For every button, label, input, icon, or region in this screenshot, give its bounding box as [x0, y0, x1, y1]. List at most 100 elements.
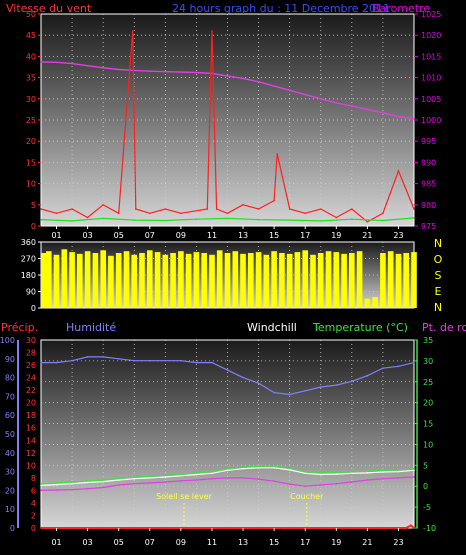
data-point [195, 472, 198, 474]
data-point [211, 470, 213, 473]
data-point [71, 488, 73, 491]
data-point [148, 477, 151, 479]
precip-tick-label: 2 [31, 511, 36, 520]
data-point [273, 465, 275, 467]
direction-bar [317, 253, 324, 308]
precip-tick-label: 18 [26, 411, 36, 420]
legend-windchill: Windchill [247, 321, 297, 334]
data-point [164, 219, 167, 222]
data-point [148, 70, 151, 73]
humidity-tick-label: 80 [5, 374, 15, 383]
data-point [242, 77, 244, 80]
data-point [366, 108, 369, 111]
data-point [55, 361, 58, 364]
data-point [288, 208, 291, 210]
direction-bar [240, 253, 246, 308]
data-point [102, 356, 104, 358]
direction-bar [170, 253, 176, 308]
data-point [71, 62, 73, 65]
data-point [86, 481, 89, 484]
precip-tick-label: 20 [26, 399, 36, 408]
data-point [195, 71, 198, 74]
direction-bar [248, 253, 254, 308]
data-point [55, 483, 58, 486]
series-line-vitesse-du-vent [40, 30, 415, 223]
humidity-tick-label: 0 [10, 524, 15, 533]
wind-tick-label: 35 [26, 74, 36, 83]
hour-tick-label: 01 [51, 538, 61, 547]
data-point [273, 391, 275, 394]
wind-tick-label: 0 [31, 222, 36, 231]
data-point [288, 219, 291, 221]
hour-tick-label: 09 [176, 231, 186, 240]
legend-dew-point: Pt. de rosée [422, 321, 466, 334]
data-point [382, 212, 384, 215]
data-point [40, 527, 42, 529]
data-point [257, 478, 260, 480]
hour-tick-label: 13 [238, 538, 248, 547]
data-point [102, 67, 104, 69]
humidity-tick-label: 100 [0, 336, 15, 345]
humidity-tick-label: 10 [5, 505, 15, 514]
data-point [133, 219, 136, 221]
data-point [335, 482, 338, 485]
barometer-tick-label: 985 [421, 180, 436, 189]
direction-bar [294, 252, 301, 308]
direction-bar [224, 253, 231, 308]
data-point [55, 61, 58, 64]
hour-tick-label: 01 [51, 231, 61, 240]
precip-tick-label: 26 [26, 361, 36, 370]
data-point [319, 98, 322, 100]
barometer-tick-label: 1010 [421, 74, 441, 83]
data-point [366, 374, 369, 377]
data-point [164, 476, 167, 478]
data-point [413, 217, 415, 219]
direction-bar [139, 253, 145, 308]
wind-barometer-panel: 0510152025303540455097598098599099510001… [6, 2, 441, 240]
hour-tick-label: 11 [207, 231, 217, 240]
data-point [40, 208, 42, 210]
hour-tick-label: 03 [83, 538, 93, 547]
data-point [397, 365, 400, 368]
humidity-tick-label: 70 [5, 392, 15, 401]
humidity-tick-label: 30 [5, 468, 15, 477]
data-point [366, 479, 369, 481]
data-point [257, 208, 260, 210]
data-point [288, 483, 291, 485]
data-point [257, 81, 260, 83]
data-point [40, 483, 42, 485]
direction-bar [387, 251, 394, 308]
data-point [86, 216, 89, 219]
data-point [366, 220, 369, 223]
data-point [242, 376, 244, 379]
data-point [226, 477, 229, 479]
hour-tick-label: 07 [145, 538, 155, 547]
humidity-tick-label: 40 [5, 449, 15, 458]
data-point [273, 467, 275, 469]
wind-tick-label: 25 [26, 116, 36, 125]
direction-bar [108, 255, 114, 309]
data-point [304, 470, 307, 473]
data-point [164, 359, 167, 362]
data-point [226, 369, 229, 371]
data-point [335, 102, 338, 104]
hour-tick-label: 19 [331, 538, 341, 547]
direction-bar [279, 253, 285, 308]
direction-bar [201, 253, 207, 308]
precip-tick-label: 8 [31, 474, 36, 483]
data-point [40, 361, 42, 364]
data-point [397, 469, 400, 471]
data-point [413, 476, 415, 478]
data-point [180, 359, 182, 362]
wind-tick-label: 20 [26, 137, 36, 146]
data-point [133, 482, 136, 485]
data-point [211, 361, 213, 364]
data-point [382, 477, 384, 480]
humidity-tick-label: 60 [5, 411, 15, 420]
direction-bar [333, 252, 340, 308]
direction-bar [341, 253, 347, 308]
data-point [164, 208, 167, 210]
direction-bar [255, 252, 262, 308]
data-point [242, 477, 244, 479]
